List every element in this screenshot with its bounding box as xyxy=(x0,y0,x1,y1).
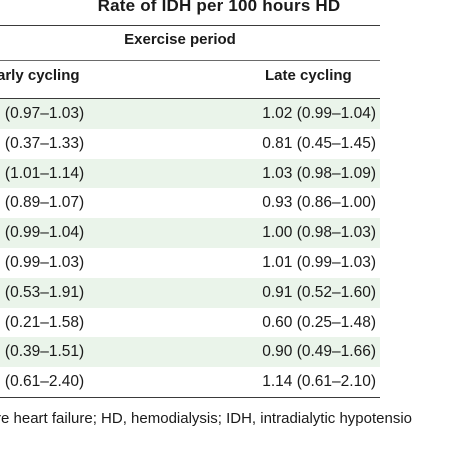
table-row: 7 (1.01–1.14) 1.03 (0.98–1.09) xyxy=(0,158,380,189)
early-cycling-cell: 0 (0.37–1.33) xyxy=(0,134,85,152)
late-cycling-cell: 0.81 (0.45–1.45) xyxy=(262,134,376,152)
early-cycling-cell: 8 (0.21–1.58) xyxy=(0,313,85,331)
column-header-late: Late cycling xyxy=(265,67,352,84)
early-cycling-cell: 0 (0.97–1.03) xyxy=(0,105,85,122)
late-cycling-cell: 1.14 (0.61–2.10) xyxy=(262,373,376,391)
early-cycling-cell: 1 (0.53–1.91) xyxy=(0,283,85,301)
late-cycling-cell: 0.60 (0.25–1.48) xyxy=(262,313,376,331)
early-cycling-cell: 1 (0.99–1.04) xyxy=(0,224,85,242)
table-row: 7 (0.39–1.51) 0.90 (0.49–1.66) xyxy=(0,337,380,368)
late-cycling-cell: 1.03 (0.98–1.09) xyxy=(262,164,376,182)
bottom-rule xyxy=(0,397,380,398)
late-cycling-cell: 1.00 (0.98–1.03) xyxy=(262,224,376,242)
header-rule xyxy=(0,98,380,99)
late-cycling-cell: 0.90 (0.49–1.66) xyxy=(262,343,376,361)
table-row: 8 (0.89–1.07) 0.93 (0.86–1.00) xyxy=(0,188,380,218)
table-row: 8 (0.21–1.58) 0.60 (0.25–1.48) xyxy=(0,308,380,338)
early-cycling-cell: 7 (1.01–1.14) xyxy=(0,164,85,182)
table-title: Rate of IDH per 100 hours HD xyxy=(97,0,341,15)
table-row: 1 (0.53–1.91) 0.91 (0.52–1.60) xyxy=(0,277,380,308)
late-cycling-cell: 0.93 (0.86–1.00) xyxy=(262,194,376,212)
late-cycling-cell: 0.91 (0.52–1.60) xyxy=(262,283,376,301)
late-cycling-cell: 1.01 (0.99–1.03) xyxy=(262,253,376,271)
table-row: 0 (0.97–1.03) 1.02 (0.99–1.04) xyxy=(0,99,380,129)
table-row: 1 (0.61–2.40) 1.14 (0.61–2.10) xyxy=(0,367,380,397)
early-cycling-cell: 7 (0.39–1.51) xyxy=(0,343,85,361)
table-row: 1 (0.99–1.03) 1.01 (0.99–1.03) xyxy=(0,248,380,278)
period-header: Exercise period xyxy=(124,31,236,48)
period-rule xyxy=(0,60,380,61)
early-cycling-cell: 1 (0.99–1.03) xyxy=(0,253,85,271)
late-cycling-cell: 1.02 (0.99–1.04) xyxy=(262,105,376,122)
top-rule xyxy=(0,25,380,26)
table-footnote: re heart failure; HD, hemodialysis; IDH,… xyxy=(0,410,413,427)
column-header-early: arly cycling xyxy=(0,67,80,84)
table-row: 1 (0.99–1.04) 1.00 (0.98–1.03) xyxy=(0,218,380,248)
early-cycling-cell: 1 (0.61–2.40) xyxy=(0,373,85,391)
table-row: 0 (0.37–1.33) 0.81 (0.45–1.45) xyxy=(0,129,380,159)
early-cycling-cell: 8 (0.89–1.07) xyxy=(0,194,85,212)
table-body: 0 (0.97–1.03) 1.02 (0.99–1.04) 0 (0.37–1… xyxy=(0,99,380,397)
